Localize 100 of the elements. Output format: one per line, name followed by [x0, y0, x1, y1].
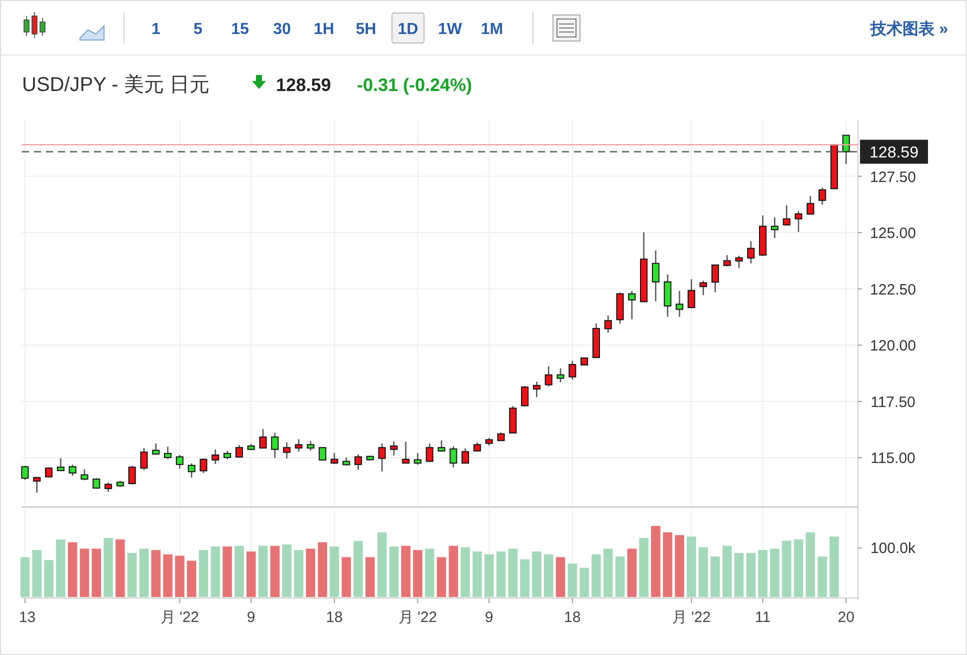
candlestick — [33, 476, 41, 494]
text: 技术图表 » — [870, 20, 948, 38]
bar — [104, 538, 113, 597]
candlestick — [676, 290, 684, 318]
candlestick — [283, 442, 291, 460]
bar — [424, 548, 434, 597]
bar — [496, 551, 506, 597]
bar — [210, 546, 220, 597]
bar — [282, 544, 292, 597]
candlestick — [532, 380, 540, 398]
bar — [44, 560, 54, 597]
bar — [318, 542, 328, 597]
text: 100.0k — [870, 540, 916, 557]
x-tick-label: 20 — [838, 609, 854, 626]
candlestick — [747, 240, 755, 264]
y-tick-label: 125.00 — [870, 225, 916, 242]
candlestick — [21, 465, 29, 480]
bar — [460, 547, 470, 597]
bar — [651, 526, 660, 597]
candlestick — [723, 254, 731, 267]
bar — [68, 542, 78, 597]
bar — [710, 556, 720, 597]
y-tick-label: 115.00 — [870, 450, 916, 468]
bar — [722, 546, 732, 597]
bar — [580, 568, 589, 597]
bar — [592, 554, 601, 597]
candlestick — [318, 446, 326, 462]
bar — [794, 539, 804, 597]
candlestick — [652, 250, 660, 302]
x-tick-label: 9 — [246, 609, 256, 626]
candlestick — [402, 441, 410, 464]
bar — [627, 548, 637, 597]
candlestick — [390, 440, 398, 456]
candlestick — [568, 360, 576, 380]
text: 1 5 15 30 1H 5H 1D 1W 1M — [152, 21, 504, 38]
bar — [92, 548, 102, 597]
candlestick — [80, 468, 88, 481]
bar — [639, 538, 648, 597]
bar — [544, 554, 554, 597]
x-tick-label: 9 — [484, 609, 494, 626]
bar — [354, 540, 363, 597]
candlestick — [628, 290, 636, 320]
x-tick-label: 11 — [755, 609, 771, 626]
x-tick-label: 月 '22 — [160, 609, 200, 626]
candlestick — [818, 187, 826, 206]
bar — [508, 548, 518, 597]
bar — [734, 552, 744, 597]
x-tick-label: 月 '22 — [672, 609, 711, 626]
bar — [365, 557, 375, 597]
candlestick — [259, 428, 267, 449]
x-tick-label: 18 — [564, 609, 581, 626]
bar — [770, 548, 780, 597]
y-tick-label: 122.50 — [870, 281, 916, 298]
candlestick — [212, 448, 220, 465]
candlestick — [56, 458, 64, 472]
bar — [20, 557, 30, 597]
bar — [603, 548, 613, 597]
bar — [222, 546, 232, 597]
bar — [484, 554, 494, 597]
bar — [330, 546, 340, 597]
candlestick — [176, 454, 184, 470]
y-tick-label: 120.00 — [870, 338, 916, 355]
candlestick — [556, 368, 564, 383]
bar — [389, 546, 399, 597]
candlestick — [294, 438, 302, 452]
bar — [674, 535, 684, 597]
candlestick — [188, 462, 196, 478]
x-tick-label: 月 '22 — [398, 609, 438, 626]
x-tick-label: 18 — [326, 609, 343, 626]
bar — [377, 532, 387, 597]
x-tick-label: 13 — [18, 609, 36, 626]
bar — [806, 532, 816, 597]
candlestick — [450, 446, 458, 468]
candlestick — [414, 452, 422, 466]
bar — [116, 539, 125, 597]
bar — [151, 550, 161, 597]
bar — [234, 546, 244, 597]
candlestick — [688, 278, 696, 308]
bar — [818, 556, 827, 597]
bar — [139, 548, 149, 597]
bar — [472, 551, 482, 597]
bar — [830, 536, 839, 597]
bar — [615, 556, 625, 597]
candlestick — [806, 195, 814, 216]
bar — [306, 548, 316, 597]
candlestick — [462, 448, 470, 464]
text: -0.31 (-0.24%) — [357, 75, 472, 95]
bar — [568, 564, 578, 597]
candlestick — [544, 366, 552, 387]
candlestick — [140, 447, 148, 471]
chart-title: USD/JPY - 美元 日元 — [22, 73, 210, 96]
bar — [80, 548, 90, 597]
y-tick-label: 117.50 — [870, 394, 916, 411]
candlestick — [700, 280, 708, 296]
bar — [175, 556, 184, 597]
candlestick — [770, 216, 778, 239]
candlestick — [164, 446, 172, 460]
bar — [520, 559, 530, 597]
bar — [32, 550, 42, 597]
bar — [198, 550, 208, 597]
